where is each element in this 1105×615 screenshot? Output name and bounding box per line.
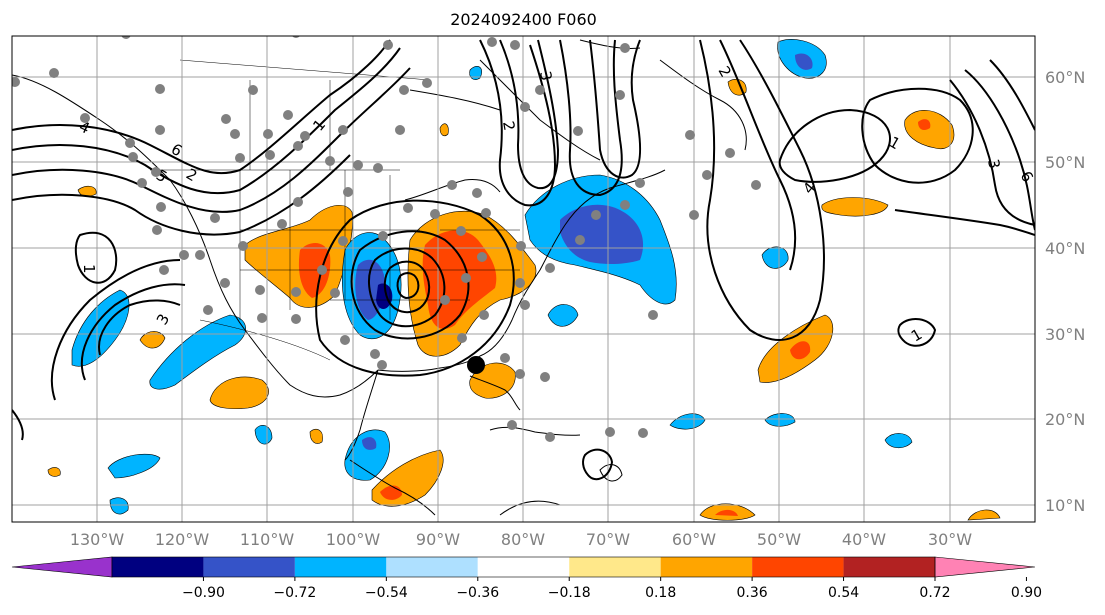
lon-label: 70°W: [586, 530, 630, 549]
lon-label: 90°W: [416, 530, 460, 549]
map-frame: [11, 35, 1036, 523]
pos-shading: [904, 110, 955, 150]
lat-label: 60°N: [1045, 68, 1085, 87]
colorbar-swatch: [660, 557, 753, 577]
colorbar-swatch: [386, 557, 478, 577]
colorbar-tick-label: 0.72: [919, 585, 950, 601]
contour-label: 1: [80, 264, 98, 274]
lon-label: 50°W: [757, 530, 801, 549]
neg-shading: [547, 304, 579, 327]
lat-label: 30°N: [1045, 325, 1085, 344]
pos-shading: [309, 429, 323, 444]
lon-label: 60°W: [672, 530, 716, 549]
colorbar-tick-label: −0.90: [182, 585, 225, 601]
neg-shading: [107, 453, 161, 479]
colorbar-tick-label: −0.18: [548, 585, 591, 601]
contour-label: 2: [499, 120, 518, 133]
lon-label: 30°W: [928, 530, 972, 549]
contour-lines: [12, 39, 1035, 481]
neg-shading: [884, 433, 913, 449]
lon-label: 100°W: [326, 530, 381, 549]
pos-shading: [439, 123, 449, 137]
pos-shading: [821, 197, 889, 217]
lat-label: 40°N: [1045, 239, 1085, 258]
lon-label: 110°W: [240, 530, 295, 549]
storm-center-marker: [467, 356, 485, 374]
pos-shading: [790, 341, 811, 360]
lat-label: 10°N: [1045, 496, 1085, 515]
colorbar-tick-label: 0.36: [737, 585, 768, 601]
colorbar: −0.90 −0.72 −0.54 −0.36 −0.18 0.18 0.36 0.54 0.7…: [11, 556, 1042, 601]
neg-shading: [109, 497, 129, 515]
colorbar-tick-label: 0.54: [828, 585, 859, 601]
neg-shading: [669, 413, 706, 430]
graticule: [12, 36, 1035, 522]
neg-shading: [764, 413, 796, 427]
colorbar-tick-label: −0.72: [273, 585, 316, 601]
colorbar-tick-label: 0.18: [645, 585, 676, 601]
neg-shading: [344, 429, 390, 481]
longitude-labels: 130°W 120°W 110°W 100°W 90°W 80°W 70°W 6…: [70, 530, 972, 549]
colorbar-extend-high: [934, 556, 1036, 578]
neg-shading: [560, 204, 644, 265]
colorbar-tick-label: 0.90: [1011, 585, 1042, 601]
neg-shading: [376, 283, 393, 309]
pos-shading: [715, 509, 738, 516]
station-markers: [12, 36, 761, 442]
pos-shading: [918, 119, 931, 130]
colorbar-swatch: [569, 557, 661, 577]
pos-shading: [298, 243, 331, 298]
colorbar-swatch: [203, 557, 295, 577]
chart-title: 2024092400 F060: [450, 10, 597, 29]
colorbar-tick-label: −0.54: [365, 585, 408, 601]
colorbar-swatch: [477, 557, 570, 577]
neg-shading: [469, 66, 482, 80]
lon-label: 120°W: [155, 530, 210, 549]
neg-shading: [362, 437, 377, 450]
pos-shading: [139, 331, 166, 349]
colorbar-swatch: [752, 557, 844, 577]
pos-shading: [47, 467, 61, 477]
colorbar-swatch: [843, 557, 935, 577]
colorbar-swatch: [112, 557, 204, 577]
colorbar-extend-low: [11, 556, 113, 578]
colorbar-outline: [111, 556, 936, 578]
lon-label: 130°W: [70, 530, 125, 549]
neg-shading: [254, 425, 273, 445]
contour-label: 3: [536, 70, 555, 83]
lon-label: 80°W: [501, 530, 545, 549]
contour-label: 3: [984, 158, 1003, 171]
lat-label: 20°N: [1045, 410, 1085, 429]
pos-shading: [967, 509, 1001, 521]
colorbar-swatch: [294, 557, 387, 577]
colorbar-tick-label: −0.36: [456, 585, 499, 601]
lon-label: 40°W: [842, 530, 886, 549]
pos-shading: [209, 376, 269, 410]
latitude-labels: 60°N 50°N 40°N 30°N 20°N 10°N: [1045, 68, 1085, 515]
neg-shading: [795, 53, 813, 70]
lat-label: 50°N: [1045, 153, 1085, 172]
